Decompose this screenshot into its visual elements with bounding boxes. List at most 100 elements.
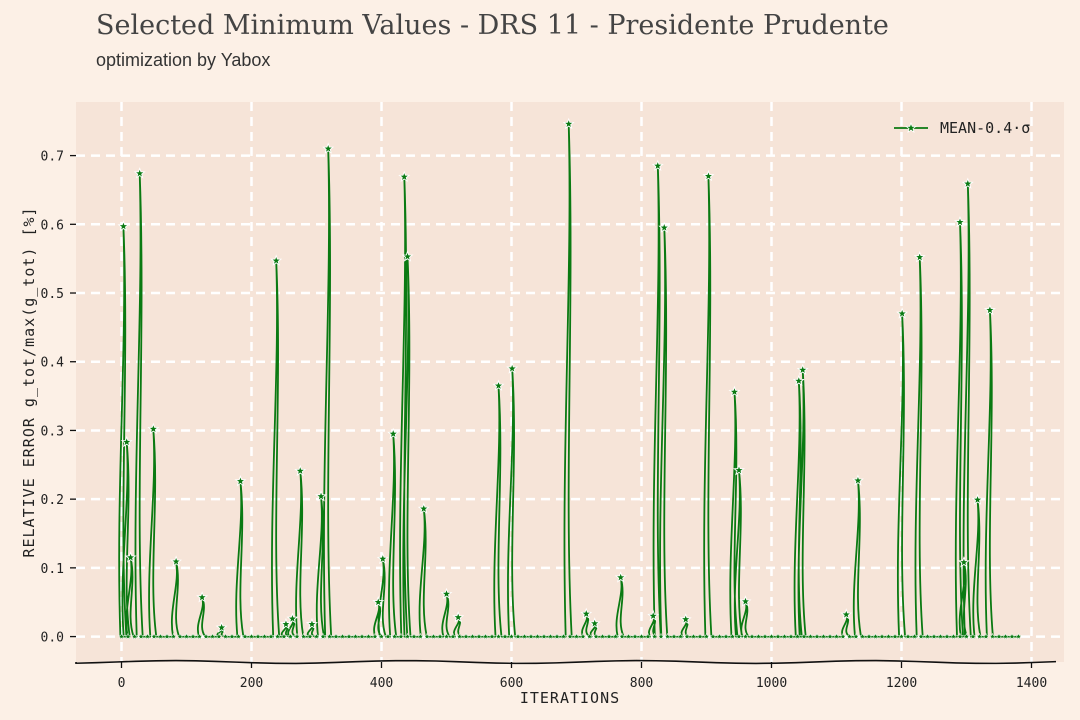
x-tick-label: 800 [630, 676, 653, 691]
peak-marker [294, 464, 307, 477]
x-axis-label: ITERATIONS [520, 689, 620, 707]
baseline-marker [429, 632, 438, 640]
baseline-marker [221, 632, 230, 640]
y-tick-label: 0.4 [41, 356, 65, 371]
baseline-marker [995, 632, 1003, 640]
baseline-marker [598, 632, 607, 640]
baseline-marker [871, 632, 880, 640]
baseline-marker [358, 632, 366, 640]
peak-marker [196, 591, 209, 603]
peak-marker [580, 607, 593, 619]
baseline-marker [813, 632, 821, 640]
baseline-marker [436, 632, 444, 640]
baseline-marker [982, 632, 990, 640]
peak-marker [896, 307, 909, 319]
baseline-marker [891, 632, 899, 640]
baseline-marker [956, 632, 964, 640]
baseline-marker [156, 632, 165, 640]
baseline-marker [884, 632, 893, 640]
x-tick-label: 0 [118, 676, 126, 691]
baseline-marker [1008, 632, 1016, 640]
peak-marker [728, 385, 741, 398]
axes [75, 659, 1057, 665]
peak-marker [376, 552, 389, 565]
legend-star-icon [905, 121, 917, 133]
baseline-marker [897, 632, 906, 640]
baseline-marker [540, 632, 548, 640]
baseline-marker [332, 632, 340, 640]
baseline-marker [741, 632, 750, 640]
baseline-marker [585, 632, 594, 640]
peak-marker [679, 613, 692, 625]
peak-marker [658, 221, 671, 233]
baseline-marker [1014, 632, 1023, 640]
baseline-marker [273, 632, 282, 640]
peak-marker [733, 463, 745, 476]
baseline-marker [410, 632, 418, 640]
baseline-marker [800, 632, 808, 640]
baseline-marker [390, 632, 399, 640]
baseline-marker [117, 632, 126, 640]
baseline-marker [325, 632, 334, 640]
baseline-marker [988, 632, 997, 640]
baseline-marker [962, 632, 971, 640]
baseline-marker [735, 632, 743, 640]
peak-marker [401, 250, 414, 262]
baseline-marker [494, 632, 503, 640]
peak-marker [702, 169, 715, 182]
baseline-marker [403, 632, 412, 640]
baseline-marker [819, 632, 828, 640]
peak-marker [305, 617, 318, 630]
baseline-marker [351, 632, 360, 640]
y-tick-label: 0.5 [41, 287, 64, 302]
baseline-marker [507, 632, 516, 640]
baseline-marker [605, 632, 613, 640]
baseline-marker [852, 632, 860, 640]
peak-marker [647, 609, 660, 622]
peak-marker [372, 595, 385, 608]
chart-subtitle: optimization by Yabox [96, 50, 271, 70]
baseline-marker [618, 632, 626, 640]
baseline-marker [202, 632, 210, 640]
peak-marker [133, 167, 146, 179]
baseline-marker [234, 632, 243, 640]
baseline-marker [241, 632, 249, 640]
baseline-marker [254, 632, 262, 640]
peak-marker [851, 474, 864, 486]
baseline-marker [624, 632, 633, 640]
baseline-marker [488, 632, 496, 640]
baseline-marker [832, 632, 841, 640]
baseline-marker [312, 632, 321, 640]
baseline-marker [748, 632, 756, 640]
baseline-marker [501, 632, 509, 640]
baseline-marker [637, 632, 646, 640]
baseline-marker [676, 632, 685, 640]
baseline-marker [878, 632, 886, 640]
peak-marker [957, 556, 970, 568]
peak-marker [796, 363, 809, 376]
baseline-marker [650, 632, 659, 640]
baseline-marker [514, 632, 522, 640]
baseline-marker [280, 632, 288, 640]
baseline-marker [527, 632, 535, 640]
baseline-marker [1001, 632, 1010, 640]
baseline-marker [728, 632, 737, 640]
peak-marker [147, 422, 160, 435]
baseline-marker [286, 632, 295, 640]
peak-marker [562, 117, 575, 130]
baseline-marker [416, 632, 425, 640]
baseline-marker [670, 632, 678, 640]
baseline-marker [826, 632, 834, 640]
baseline-marker [839, 632, 847, 640]
y-tick-label: 0.0 [41, 631, 64, 646]
baseline-marker [689, 632, 698, 640]
x-tick-label: 1400 [1016, 676, 1047, 691]
baseline-marker [520, 632, 529, 640]
baseline-marker [189, 632, 197, 640]
baseline-marker [169, 632, 178, 640]
baseline-marker [397, 632, 405, 640]
baseline-marker [904, 632, 912, 640]
baseline-marker [559, 632, 568, 640]
